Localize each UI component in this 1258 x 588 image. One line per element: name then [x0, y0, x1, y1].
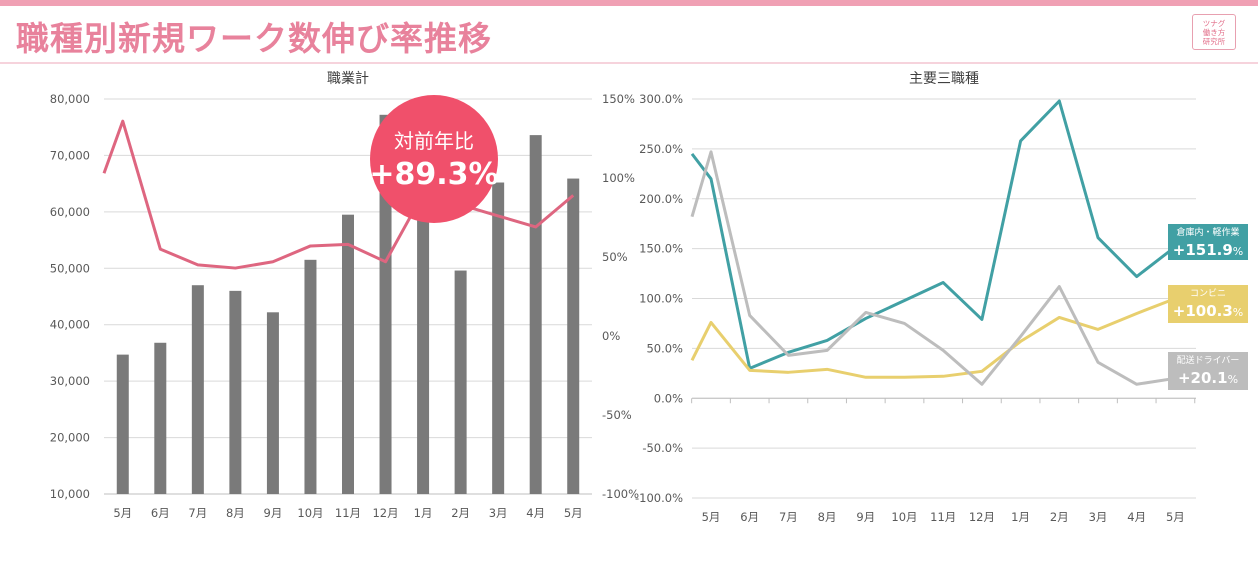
callout-badge	[370, 95, 498, 223]
y-tick-label: 250.0%	[639, 142, 683, 156]
chart-title: 職業計	[327, 71, 369, 87]
y-tick-label: 150.0%	[639, 242, 683, 256]
x-tick-label: 9月	[264, 506, 283, 520]
bar	[529, 135, 542, 494]
logo-line: 働き方	[1202, 27, 1226, 37]
label-box	[1168, 352, 1248, 390]
x-tick-label: 2月	[451, 506, 470, 520]
y-tick-label: -100.0%	[635, 491, 683, 505]
y-tick-label: 200.0%	[639, 192, 683, 206]
series-end-label: 倉庫内・軽作業 +151.9%	[1168, 224, 1248, 260]
y-tick-label: 0.0%	[654, 391, 683, 405]
y-tick-label: 50,000	[50, 261, 90, 275]
bar	[154, 342, 167, 494]
bar	[342, 214, 354, 494]
x-tick-label: 1月	[1011, 510, 1030, 524]
y-tick-label: -50.0%	[642, 441, 683, 455]
bar	[191, 285, 204, 494]
label-unit: %	[1228, 373, 1238, 386]
y-tick-label: 300.0%	[639, 92, 683, 106]
x-tick-label: 10月	[891, 510, 917, 524]
bar	[379, 114, 392, 495]
title-divider	[0, 62, 1258, 64]
series-line	[690, 99, 1177, 370]
x-tick-label: 12月	[969, 510, 995, 524]
label-box	[1168, 224, 1248, 260]
x-tick-label: 11月	[335, 506, 361, 520]
series-line	[102, 119, 575, 270]
label-value: +151.9%	[1173, 241, 1243, 259]
bar	[567, 178, 580, 495]
series-line	[690, 297, 1176, 379]
x-tick-label: 5月	[702, 510, 721, 524]
y-tick-label: 100.0%	[639, 292, 683, 306]
x-tick-label: 4月	[1127, 510, 1146, 524]
series-end-label: 配送ドライバー +20.1%	[1168, 352, 1248, 390]
x-tick-label: 8月	[226, 506, 245, 520]
bar	[417, 189, 430, 495]
y-tick-label: 70,000	[50, 148, 90, 162]
y-tick-label: 80,000	[50, 92, 90, 106]
x-tick-label: 1月	[414, 506, 433, 520]
chart-title: 主要三職種	[909, 71, 979, 87]
y-tick-label: 10,000	[50, 487, 90, 501]
x-tick-label: 12月	[372, 506, 398, 520]
page-title: 職種別新規ワーク数伸び率推移	[16, 19, 492, 58]
logo-line: ツナグ	[1202, 18, 1226, 28]
label-unit: %	[1233, 306, 1243, 319]
bar	[266, 312, 279, 494]
y2-tick-label: 100%	[602, 171, 635, 185]
bar	[229, 290, 242, 494]
callout-label: 対前年比	[394, 129, 474, 153]
x-tick-label: 4月	[526, 506, 545, 520]
label-name: 倉庫内・軽作業	[1176, 226, 1239, 238]
y-tick-label: 30,000	[50, 374, 90, 388]
y2-tick-label: -100%	[602, 487, 639, 501]
x-tick-label: 7月	[779, 510, 798, 524]
y-tick-label: 60,000	[50, 205, 90, 219]
label-name: コンビニ	[1190, 288, 1226, 299]
y-tick-label: 40,000	[50, 318, 90, 332]
label-box	[1168, 285, 1248, 323]
bar	[304, 259, 317, 494]
label-value: +100.3%	[1173, 302, 1243, 320]
x-tick-label: 2月	[1050, 510, 1069, 524]
x-tick-label: 9月	[856, 510, 875, 524]
y2-tick-label: 150%	[602, 92, 635, 106]
y-tick-label: 50.0%	[646, 341, 683, 355]
x-tick-label: 3月	[1089, 510, 1108, 524]
x-tick-label: 5月	[564, 506, 583, 520]
x-tick-label: 6月	[740, 510, 759, 524]
y2-tick-label: -50%	[602, 408, 632, 422]
label-unit: %	[1233, 245, 1243, 258]
y2-tick-label: 50%	[602, 250, 628, 264]
logo: ツナグ 働き方 研究所	[1192, 14, 1236, 50]
bar	[116, 354, 129, 494]
label-name: 配送ドライバー	[1177, 354, 1240, 366]
callout-value: +89.3%	[369, 157, 498, 192]
x-tick-label: 10月	[297, 506, 323, 520]
x-tick-label: 5月	[113, 506, 132, 520]
x-tick-label: 3月	[489, 506, 508, 520]
label-number: +151.9	[1173, 241, 1233, 259]
y2-tick-label: 0%	[602, 329, 620, 343]
label-value: +20.1%	[1178, 369, 1238, 387]
series-end-label: コンビニ +100.3%	[1168, 285, 1248, 323]
bar	[454, 270, 467, 494]
x-tick-label: 8月	[818, 510, 837, 524]
bar	[492, 182, 505, 494]
series-line	[690, 150, 1176, 386]
label-number: +20.1	[1178, 369, 1228, 387]
logo-line: 研究所	[1202, 36, 1226, 46]
x-tick-label: 7月	[188, 506, 207, 520]
x-tick-label: 6月	[151, 506, 170, 520]
y-tick-label: 20,000	[50, 431, 90, 445]
x-tick-label: 11月	[930, 510, 956, 524]
top-accent-bar	[0, 0, 1258, 6]
label-number: +100.3	[1173, 302, 1233, 320]
x-tick-label: 5月	[1166, 510, 1185, 524]
